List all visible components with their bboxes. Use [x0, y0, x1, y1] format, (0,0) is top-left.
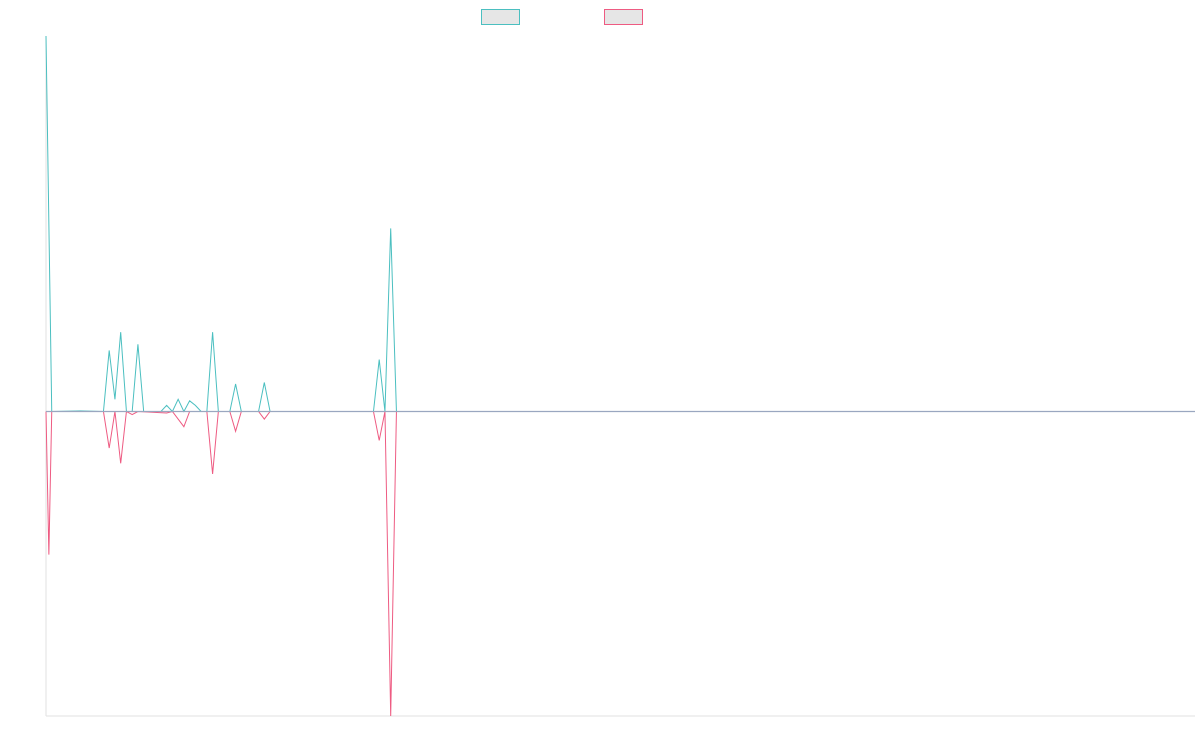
legend-swatch-series-2[interactable]	[604, 9, 643, 25]
series-line-1	[45, 35, 1195, 413]
legend-swatch-series-1[interactable]	[481, 9, 520, 25]
series-line-2	[45, 410, 1195, 717]
